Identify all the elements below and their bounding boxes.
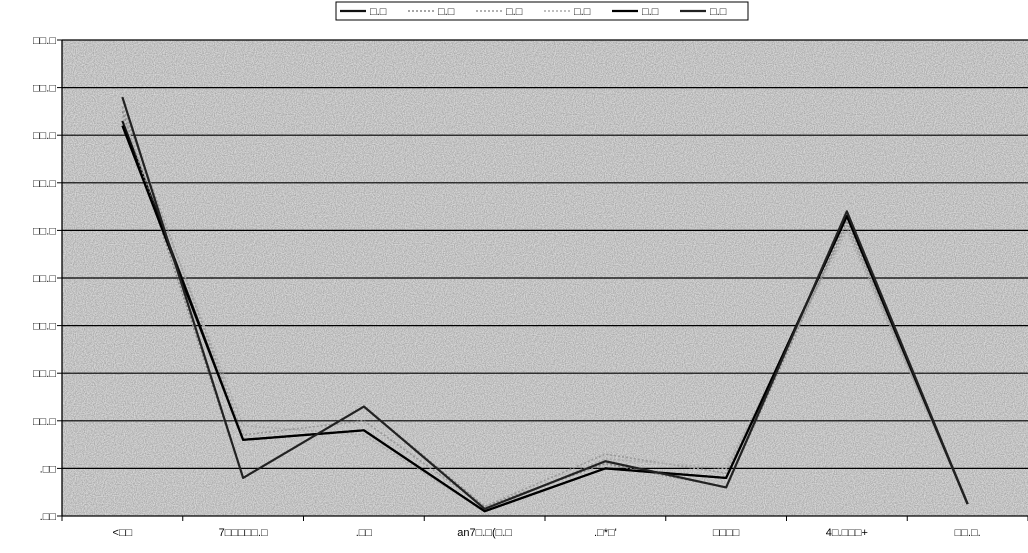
legend-label-4: □.□ <box>574 6 591 18</box>
y-tick-label: .□□ <box>40 463 57 475</box>
legend-label-2: □.□ <box>438 6 455 18</box>
legend-label-6: □.□ <box>710 6 727 18</box>
y-tick-labels: .□□ .□□ □□.□ □□.□ □□.□ □□.□ □□.□ □□.□ □□.□ □□.□ □□… <box>33 35 56 523</box>
x-tick-label: □□.□. <box>955 527 981 539</box>
x-tick-label: an7□.□(□.□ <box>457 527 512 539</box>
x-tick-labels: <□□ 7□□□□□.□ .□□ an7□.□(□.□ .□*□' □□□□ 4□.□□□+… <box>61 516 1028 539</box>
y-tick-label: .□□ <box>40 511 57 523</box>
legend-label-1: □.□ <box>370 6 387 18</box>
series-lines <box>121 96 969 513</box>
y-tick-label: □□.□ <box>33 225 56 237</box>
y-tick-label: □□.□ <box>33 368 56 380</box>
series-line-3 <box>121 106 969 508</box>
legend: □.□ □.□ □.□ □.□ □.□ □.□ <box>335 1 749 21</box>
legend-label-3: □.□ <box>506 6 523 18</box>
y-tick-label: □□.□ <box>33 178 56 190</box>
y-tick-label: □□.□ <box>33 416 56 428</box>
y-tick-label: □□.□ <box>33 273 56 285</box>
x-tick-label: □□□□ <box>713 527 740 539</box>
y-tick-label: □□.□ <box>33 35 56 47</box>
x-tick-label: 4□.□□□+ <box>826 527 868 539</box>
y-tick-label: □□.□ <box>33 83 56 95</box>
legend-box <box>335 1 749 21</box>
x-tick-label: .□*□' <box>594 527 617 539</box>
x-tick-label: <□□ <box>113 527 133 539</box>
y-tick-label: □□.□ <box>33 321 56 333</box>
x-tick-label: 7□□□□□.□ <box>219 527 268 539</box>
legend-label-5: □.□ <box>642 6 659 18</box>
series-line-6 <box>121 96 969 510</box>
x-tick-label: .□□ <box>356 527 373 539</box>
y-tick-label: □□.□ <box>33 130 56 142</box>
